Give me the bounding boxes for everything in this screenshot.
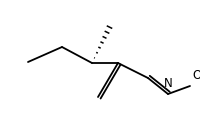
- Text: OH: OH: [191, 69, 200, 82]
- Text: N: N: [163, 77, 172, 90]
